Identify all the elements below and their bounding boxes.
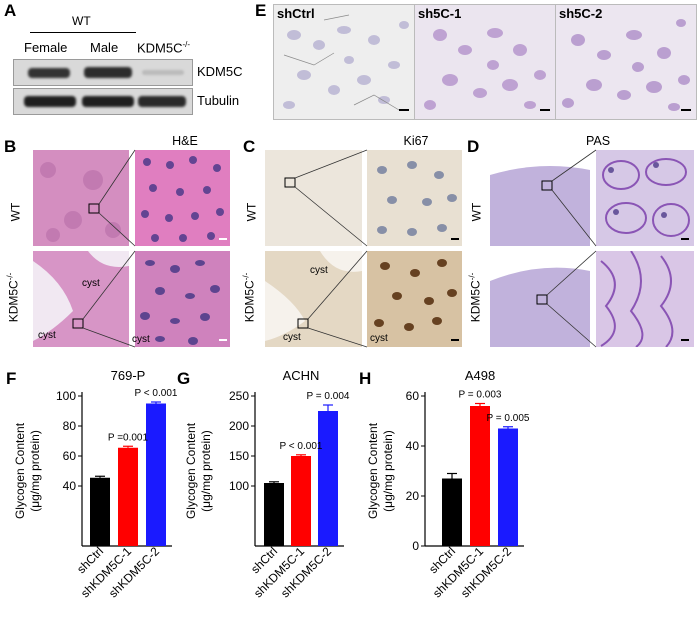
y-tick-label-0-3: 100 bbox=[56, 389, 76, 403]
micrograph-e-shctrl bbox=[273, 4, 415, 120]
p-value-2-1: P = 0.005 bbox=[487, 413, 530, 424]
panel-e-label-sh5c1: sh5C-1 bbox=[418, 6, 462, 21]
y-tick-label-0-1: 60 bbox=[63, 449, 77, 463]
ki-wt-low bbox=[265, 150, 362, 246]
ki-ko-high bbox=[367, 251, 462, 347]
y-tick-label-2-2: 40 bbox=[406, 439, 420, 453]
panel-d-letter: D bbox=[467, 137, 480, 156]
panel-d-title: PAS bbox=[585, 134, 611, 148]
pas-ko-high bbox=[596, 251, 694, 347]
bar-1-0 bbox=[264, 483, 284, 546]
pas-ko-low bbox=[490, 251, 590, 347]
bar-1-1 bbox=[291, 456, 311, 546]
panel-a-lane-male: Male bbox=[90, 40, 119, 55]
y-tick-label-1-0: 100 bbox=[229, 479, 249, 493]
y-label-2: Glycogen Content bbox=[366, 422, 380, 519]
chart-title-1: ACHN bbox=[283, 368, 320, 383]
chart-title-0: 769-P bbox=[111, 368, 146, 383]
bar-0-0 bbox=[90, 477, 110, 546]
ki-cyst-label-2: cyst bbox=[283, 332, 301, 343]
p-value-0-0: P =0.001 bbox=[108, 432, 149, 443]
bar-2-0 bbox=[442, 478, 462, 546]
panel-a-group-line bbox=[30, 32, 136, 33]
y-label2-2: (μg/mg protein) bbox=[381, 430, 395, 512]
he-wt-low bbox=[33, 150, 129, 246]
panel-a-lane-ko: KDM5C-/- bbox=[137, 40, 191, 56]
panel-c-title: Ki67 bbox=[403, 134, 429, 148]
y-label2-1: (μg/mg protein) bbox=[199, 430, 213, 512]
he-cyst-label-1: cyst bbox=[82, 278, 100, 289]
he-cyst-label-3: cyst bbox=[132, 334, 150, 345]
panel-b-letter: B bbox=[4, 137, 17, 156]
y-tick-label-0-2: 80 bbox=[63, 419, 77, 433]
he-wt-high bbox=[135, 150, 230, 246]
p-value-1-0: P < 0.001 bbox=[280, 441, 323, 452]
y-tick-label-2-0: 0 bbox=[412, 539, 419, 553]
micrograph-e-sh5c2 bbox=[555, 4, 697, 120]
bar-2-2 bbox=[498, 428, 518, 546]
y-tick-label-1-1: 150 bbox=[229, 449, 249, 463]
panel-e-letter: E bbox=[255, 1, 267, 20]
blot-tubulin bbox=[13, 88, 193, 115]
bar-2-1 bbox=[470, 406, 490, 546]
panel-a-letter: A bbox=[4, 1, 17, 20]
cells-e-1 bbox=[283, 14, 409, 111]
cells-e-3 bbox=[562, 19, 691, 111]
panel-letter-f: F bbox=[6, 369, 16, 388]
y-label-1: Glycogen Content bbox=[184, 422, 198, 519]
panel-a-lane-female: Female bbox=[24, 40, 68, 55]
p-value-1-1: P = 0.004 bbox=[307, 391, 350, 402]
ki-wt-high bbox=[367, 150, 462, 246]
y-tick-label-1-3: 250 bbox=[229, 389, 249, 403]
panel-e-label-shctrl: shCtrl bbox=[277, 6, 315, 21]
y-label-0: Glycogen Content bbox=[13, 422, 27, 519]
y-tick-label-2-3: 60 bbox=[406, 389, 420, 403]
ki-ko-low bbox=[265, 251, 362, 347]
panel-e-label-sh5c2: sh5C-2 bbox=[559, 6, 603, 21]
ki-cyst-label-1: cyst bbox=[310, 265, 328, 276]
blot-label-tubulin: Tubulin bbox=[197, 93, 240, 108]
bar-0-2 bbox=[146, 403, 166, 546]
panel-a-group-label: WT bbox=[72, 14, 91, 28]
y-tick-label-0-0: 40 bbox=[63, 479, 77, 493]
blot-kdm5c bbox=[13, 59, 193, 86]
he-cyst-label-2: cyst bbox=[38, 330, 56, 341]
panel-letter-g: G bbox=[177, 369, 190, 388]
y-label2-0: (μg/mg protein) bbox=[28, 430, 42, 512]
micrograph-e-sh5c1 bbox=[414, 4, 556, 120]
bar-1-2 bbox=[318, 411, 338, 546]
pas-wt-low bbox=[490, 150, 590, 246]
he-ko-high bbox=[135, 251, 230, 347]
cells-e-2 bbox=[424, 28, 550, 111]
chart-title-2: A498 bbox=[465, 368, 495, 383]
p-value-2-0: P = 0.003 bbox=[459, 390, 502, 401]
panel-b-title: H&E bbox=[172, 134, 198, 148]
ki-cyst-label-3: cyst bbox=[370, 333, 388, 344]
panel-letter-h: H bbox=[359, 369, 371, 388]
he-ko-low bbox=[33, 251, 129, 347]
y-tick-label-1-2: 200 bbox=[229, 419, 249, 433]
panel-c-letter: C bbox=[243, 137, 256, 156]
y-tick-label-2-1: 20 bbox=[406, 489, 420, 503]
pas-wt-high bbox=[596, 150, 694, 246]
blot-label-kdm5c: KDM5C bbox=[197, 64, 243, 79]
p-value-0-1: P < 0.001 bbox=[135, 388, 178, 399]
bar-0-1 bbox=[118, 447, 138, 546]
